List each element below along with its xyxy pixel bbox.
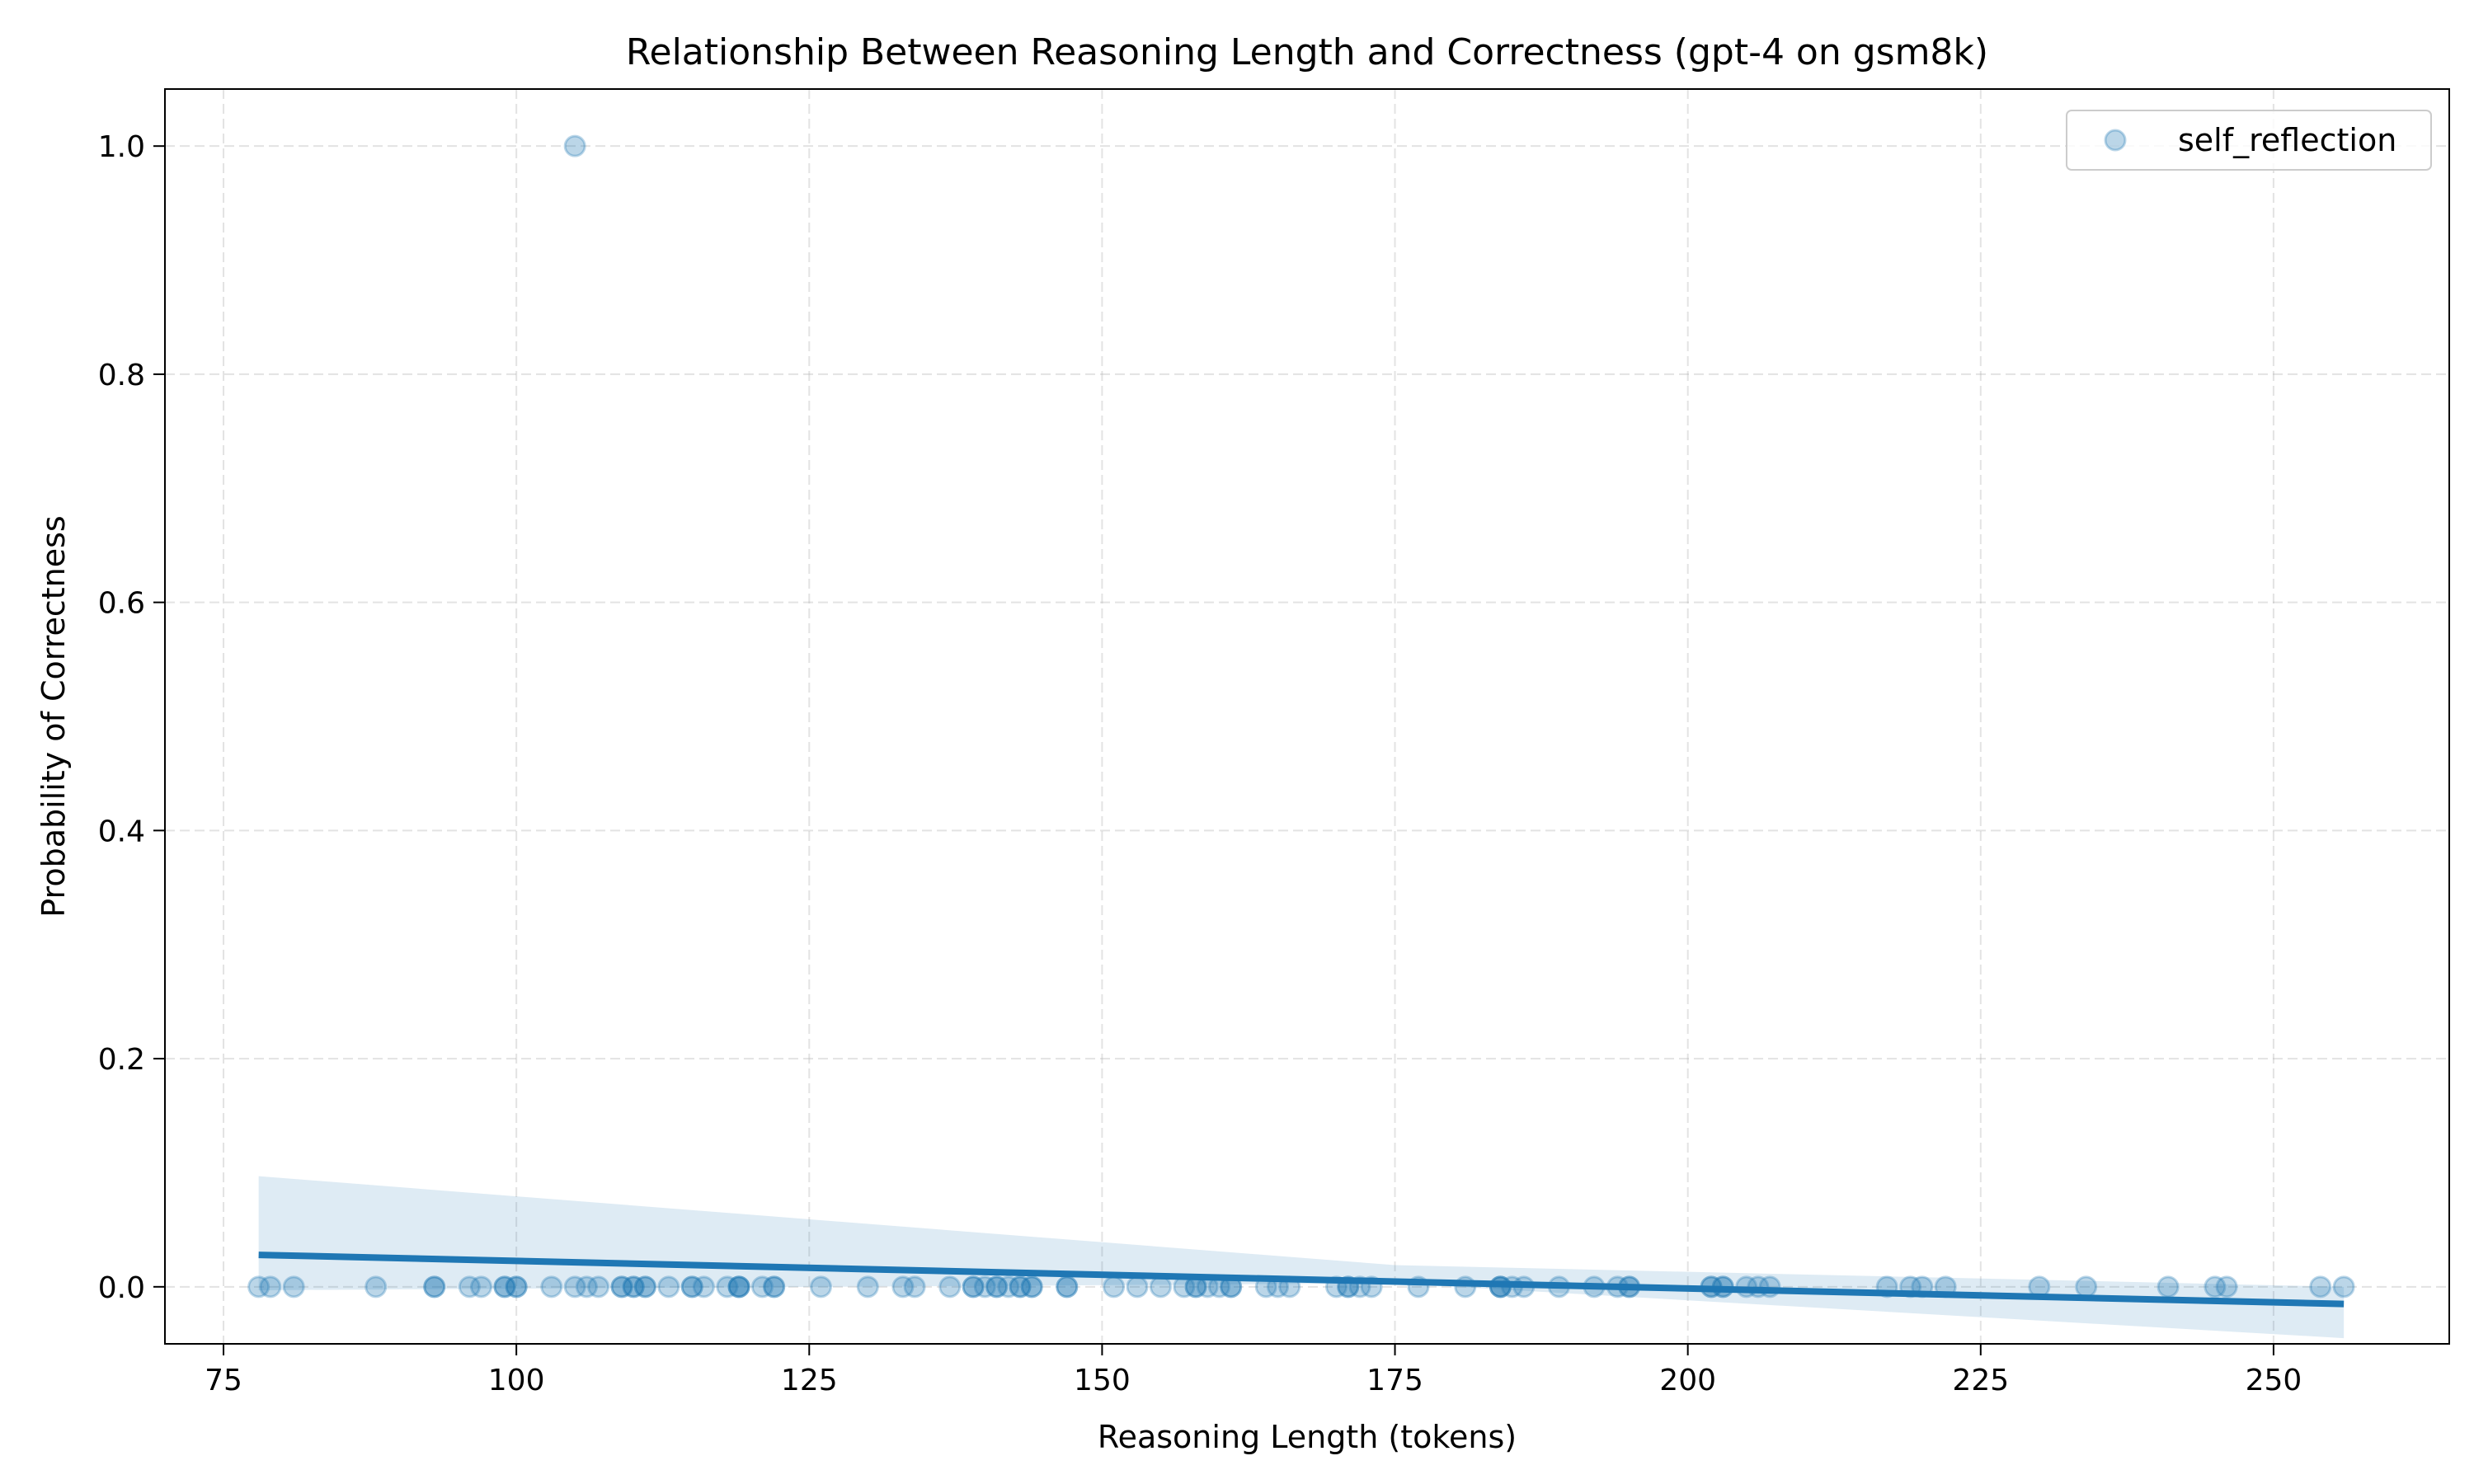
x-axis-label: Reasoning Length (tokens) xyxy=(1098,1419,1517,1455)
scatter-point xyxy=(493,1275,516,1298)
scatter-point xyxy=(1103,1275,1126,1298)
scatter-point xyxy=(587,1275,610,1298)
scatter-point xyxy=(727,1275,750,1298)
y-axis-label: Probability of Correctness xyxy=(35,515,72,917)
scatter-point xyxy=(680,1275,703,1298)
legend: self_reflection xyxy=(2066,110,2432,171)
scatter-points xyxy=(247,134,2355,1298)
confidence-band-area xyxy=(258,1176,2345,1339)
scatter-point xyxy=(610,1275,633,1298)
scatter-point xyxy=(962,1275,985,1298)
x-tick-label: 250 xyxy=(2246,1364,2302,1397)
legend-label-self-reflection: self_reflection xyxy=(2178,122,2396,158)
scatter-point xyxy=(423,1275,446,1298)
scatter-point xyxy=(1009,1275,1032,1298)
scatter-point xyxy=(692,1275,715,1298)
x-tick-label: 125 xyxy=(781,1364,838,1397)
scatter-point xyxy=(247,1275,270,1298)
scatter-point xyxy=(493,1275,516,1298)
scatter-point xyxy=(365,1275,388,1298)
scatter-point xyxy=(505,1275,528,1298)
regression-fit-line xyxy=(258,1252,2345,1308)
y-axis-ticks: 0.0 0.2 0.4 0.6 0.8 1.0 xyxy=(98,130,165,1305)
scatter-point xyxy=(1009,1275,1032,1298)
scatter-point xyxy=(2309,1275,2332,1298)
scatter-point xyxy=(1020,1275,1043,1298)
scatter-point xyxy=(2157,1275,2180,1298)
scatter-point xyxy=(1149,1275,1172,1298)
scatter-point xyxy=(2215,1275,2238,1298)
scatter-point xyxy=(997,1275,1020,1298)
scatter-point xyxy=(657,1275,680,1298)
scatter-point xyxy=(622,1275,645,1298)
y-tick-label: 0.4 xyxy=(98,815,145,848)
x-axis-ticks: 75 100 125 150 175 200 225 250 xyxy=(205,1344,2302,1397)
x-tick-label: 175 xyxy=(1366,1364,1423,1397)
scatter-point xyxy=(1020,1275,1043,1298)
scatter-point xyxy=(763,1275,786,1298)
scatter-point xyxy=(458,1275,481,1298)
scatter-point xyxy=(938,1275,962,1298)
scatter-point xyxy=(470,1275,493,1298)
scatter-point xyxy=(423,1275,446,1298)
x-tick-label: 225 xyxy=(1952,1364,2009,1397)
scatter-point xyxy=(505,1275,528,1298)
scatter-point xyxy=(985,1275,1009,1298)
scatter-point xyxy=(750,1275,774,1298)
scatter-point xyxy=(962,1275,985,1298)
scatter-point xyxy=(1056,1275,1079,1298)
scatter-point xyxy=(563,134,586,157)
scatter-point xyxy=(563,1275,586,1298)
y-tick-label: 0.2 xyxy=(98,1043,145,1077)
scatter-point xyxy=(575,1275,598,1298)
scatter-point xyxy=(2332,1275,2355,1298)
legend-marker xyxy=(2104,129,2127,152)
x-tick-label: 150 xyxy=(1074,1364,1131,1397)
scatter-point xyxy=(1126,1275,1149,1298)
confidence-band xyxy=(258,1176,2345,1339)
scatter-point xyxy=(2075,1275,2098,1298)
scatter-point xyxy=(903,1275,926,1298)
scatter-point xyxy=(856,1275,879,1298)
scatter-point xyxy=(622,1275,645,1298)
scatter-point xyxy=(680,1275,703,1298)
chart-title: Relationship Between Reasoning Length an… xyxy=(626,31,1988,73)
y-tick-label: 0.6 xyxy=(98,587,145,621)
scatter-point xyxy=(985,1275,1009,1298)
scatter-point xyxy=(727,1275,750,1298)
plot-frame xyxy=(164,88,2450,1345)
scatter-point xyxy=(716,1275,739,1298)
scatter-point xyxy=(633,1275,656,1298)
scatter-point xyxy=(727,1275,750,1298)
x-tick-label: 75 xyxy=(205,1364,242,1397)
scatter-point xyxy=(763,1275,786,1298)
scatter-point xyxy=(809,1275,832,1298)
scatter-point xyxy=(610,1275,633,1298)
scatter-point xyxy=(2204,1275,2227,1298)
x-tick-label: 200 xyxy=(1659,1364,1716,1397)
scatter-point xyxy=(633,1275,656,1298)
y-tick-label: 1.0 xyxy=(98,130,145,164)
y-tick-label: 0.8 xyxy=(98,359,145,392)
regression-line xyxy=(258,1252,2345,1308)
scatter-point xyxy=(540,1275,563,1298)
y-tick-label: 0.0 xyxy=(98,1271,145,1305)
scatter-point xyxy=(891,1275,915,1298)
scatter-point xyxy=(973,1275,996,1298)
scatter-point xyxy=(282,1275,305,1298)
legend-box xyxy=(2066,110,2432,171)
scatter-point xyxy=(259,1275,282,1298)
x-tick-label: 100 xyxy=(488,1364,545,1397)
